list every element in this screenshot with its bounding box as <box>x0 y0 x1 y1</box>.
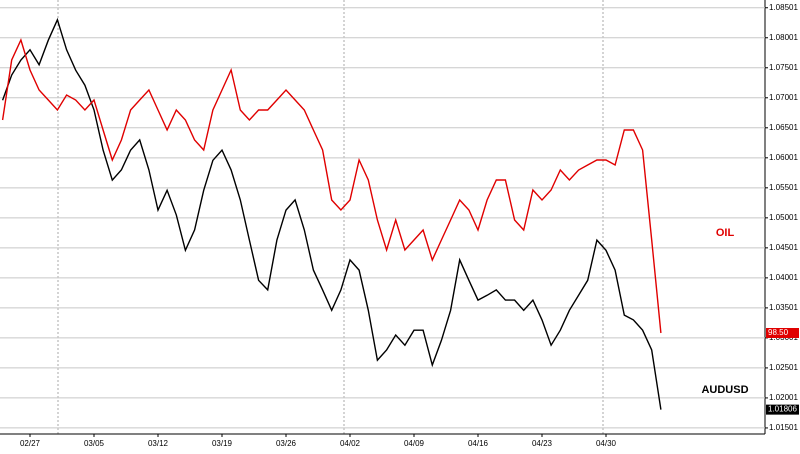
y-tick-label: 1.02001 <box>769 393 798 402</box>
y-tick-label: 1.08001 <box>769 33 798 42</box>
y-tick-label: 1.01501 <box>769 423 798 432</box>
last-value-box <box>766 404 799 415</box>
last-value-box <box>766 328 799 338</box>
x-tick-label: 04/16 <box>468 439 489 448</box>
series-label: OIL <box>716 227 735 239</box>
series-line <box>1 38 662 334</box>
x-tick-label: 03/26 <box>276 439 297 448</box>
x-tick-label: 03/12 <box>148 439 169 448</box>
x-tick-label: 04/30 <box>596 439 617 448</box>
y-tick-label: 1.02501 <box>769 363 798 372</box>
x-tick-label: 04/23 <box>532 439 553 448</box>
y-tick-label: 1.04001 <box>769 273 798 282</box>
y-tick-label: 1.07501 <box>769 63 798 72</box>
y-tick-label: 1.05001 <box>769 213 798 222</box>
y-tick-label: 1.07001 <box>769 93 798 102</box>
last-value-label: 1.01806 <box>768 405 797 414</box>
series-line <box>1 17 662 410</box>
x-tick-label: 03/19 <box>212 439 233 448</box>
y-tick-label: 1.06501 <box>769 123 798 132</box>
x-tick-label: 04/02 <box>340 439 361 448</box>
y-tick-label: 1.08501 <box>769 3 798 12</box>
y-tick-label: 1.03501 <box>769 303 798 312</box>
series-label: AUDUSD <box>701 384 748 396</box>
x-tick-label: 03/05 <box>84 439 105 448</box>
y-tick-label: 1.04501 <box>769 243 798 252</box>
x-tick-label: 04/09 <box>404 439 425 448</box>
last-value-label: 98.50 <box>768 328 789 337</box>
y-tick-label: 1.05501 <box>769 183 798 192</box>
x-tick-label: 02/27 <box>20 439 41 448</box>
y-tick-label: 1.06001 <box>769 153 798 162</box>
